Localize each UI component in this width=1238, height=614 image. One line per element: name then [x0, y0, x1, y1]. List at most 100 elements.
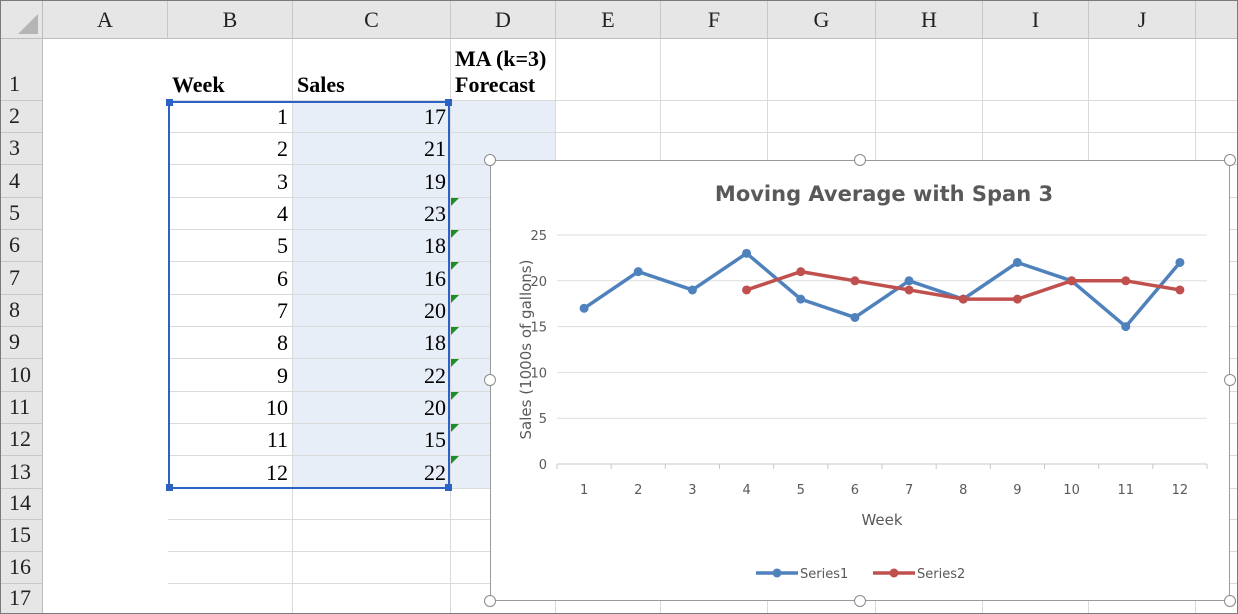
row-header-7[interactable]: 7: [1, 262, 43, 295]
data-point-series1[interactable]: [687, 285, 697, 295]
row-header-4[interactable]: 4: [1, 165, 43, 198]
cell-b4[interactable]: 19: [293, 165, 451, 198]
cell-b6[interactable]: 18: [293, 230, 451, 262]
error-indicator-icon[interactable]: [451, 392, 459, 400]
data-point-series1[interactable]: [1012, 257, 1022, 267]
cell-b7[interactable]: 16: [293, 262, 451, 295]
column-header-c[interactable]: C: [293, 1, 451, 39]
cell-b9[interactable]: 18: [293, 327, 451, 359]
data-point-series1[interactable]: [579, 303, 589, 313]
chart-resize-handle[interactable]: [1224, 374, 1236, 386]
data-point-series2[interactable]: [850, 276, 860, 286]
cell-i1[interactable]: [1089, 39, 1196, 101]
row-header-3[interactable]: 3: [1, 133, 43, 165]
data-point-series1[interactable]: [1175, 257, 1185, 267]
select-all-button[interactable]: [1, 1, 43, 39]
cell-j2[interactable]: [1196, 101, 1237, 133]
row-header-15[interactable]: 15: [1, 520, 43, 552]
cell-b3[interactable]: 21: [293, 133, 451, 165]
cell-b16[interactable]: [293, 552, 451, 584]
cell-a1[interactable]: Week: [168, 39, 293, 101]
cell-b2[interactable]: 17: [293, 101, 451, 133]
cell-b11[interactable]: 20: [293, 392, 451, 424]
cell-c1[interactable]: MA (k=3) Forecast: [451, 39, 556, 101]
cell-a6[interactable]: 5: [168, 230, 293, 262]
row-header-12[interactable]: 12: [1, 424, 43, 456]
column-header-i[interactable]: I: [983, 1, 1089, 39]
cell-a8[interactable]: 7: [168, 295, 293, 327]
cell-b10[interactable]: 22: [293, 359, 451, 392]
row-header-16[interactable]: 16: [1, 552, 43, 584]
chart-resize-handle[interactable]: [1224, 154, 1236, 166]
cell-d1[interactable]: [556, 39, 661, 101]
cell-h2[interactable]: [983, 101, 1089, 133]
error-indicator-icon[interactable]: [451, 456, 459, 464]
column-header-k[interactable]: [1196, 1, 1237, 39]
cell-b14[interactable]: [293, 489, 451, 520]
cell-h1[interactable]: [983, 39, 1089, 101]
cell-b8[interactable]: 20: [293, 295, 451, 327]
row-header-11[interactable]: 11: [1, 392, 43, 424]
cell-b12[interactable]: 15: [293, 424, 451, 456]
column-header-g[interactable]: G: [768, 1, 876, 39]
cell-e1[interactable]: [661, 39, 768, 101]
chart-resize-handle[interactable]: [484, 374, 496, 386]
column-header-e[interactable]: E: [556, 1, 661, 39]
data-point-series1[interactable]: [742, 248, 752, 258]
chart-resize-handle[interactable]: [1224, 595, 1236, 607]
data-point-series2[interactable]: [1067, 276, 1077, 286]
cell-a12[interactable]: 11: [168, 424, 293, 456]
cell-a5[interactable]: 4: [168, 198, 293, 230]
error-indicator-icon[interactable]: [451, 327, 459, 335]
cell-b13[interactable]: 22: [293, 456, 451, 489]
cell-a17[interactable]: [168, 584, 293, 613]
cell-c3[interactable]: [451, 133, 556, 165]
cell-j1[interactable]: [1196, 39, 1237, 101]
column-header-j[interactable]: J: [1089, 1, 1196, 39]
cell-a16[interactable]: [168, 552, 293, 584]
row-header-14[interactable]: 14: [1, 489, 43, 520]
data-point-series2[interactable]: [1012, 294, 1022, 304]
cell-i2[interactable]: [1089, 101, 1196, 133]
column-header-b[interactable]: B: [168, 1, 293, 39]
row-header-2[interactable]: 2: [1, 101, 43, 133]
chart-resize-handle[interactable]: [484, 154, 496, 166]
data-point-series1[interactable]: [904, 276, 914, 286]
row-header-17[interactable]: 17: [1, 584, 43, 613]
cell-a13[interactable]: 12: [168, 456, 293, 489]
data-point-series1[interactable]: [1121, 322, 1131, 332]
row-header-13[interactable]: 13: [1, 456, 43, 489]
row-header-8[interactable]: 8: [1, 295, 43, 327]
column-header-a[interactable]: A: [43, 1, 168, 39]
error-indicator-icon[interactable]: [451, 198, 459, 206]
cell-a2[interactable]: 1: [168, 101, 293, 133]
row-header-9[interactable]: 9: [1, 327, 43, 359]
cell-b1[interactable]: Sales: [293, 39, 451, 101]
cell-f1[interactable]: [768, 39, 876, 101]
cell-a3[interactable]: 2: [168, 133, 293, 165]
column-header-d[interactable]: D: [451, 1, 556, 39]
cell-a4[interactable]: 3: [168, 165, 293, 198]
data-point-series2[interactable]: [796, 267, 806, 277]
cell-f2[interactable]: [768, 101, 876, 133]
error-indicator-icon[interactable]: [451, 262, 459, 270]
row-header-10[interactable]: 10: [1, 359, 43, 392]
cell-b5[interactable]: 23: [293, 198, 451, 230]
column-header-h[interactable]: H: [876, 1, 983, 39]
cell-a7[interactable]: 6: [168, 262, 293, 295]
chart[interactable]: Moving Average with Span 3 0 5 10 15 20 25 1 2 3 4…: [490, 160, 1230, 601]
cell-a15[interactable]: [168, 520, 293, 552]
cell-a9[interactable]: 8: [168, 327, 293, 359]
data-point-series2[interactable]: [1121, 276, 1131, 286]
error-indicator-icon[interactable]: [451, 295, 459, 303]
cell-a10[interactable]: 9: [168, 359, 293, 392]
error-indicator-icon[interactable]: [451, 424, 459, 432]
cell-b17[interactable]: [293, 584, 451, 613]
cell-a11[interactable]: 10: [168, 392, 293, 424]
row-header-1[interactable]: 1: [1, 39, 43, 101]
error-indicator-icon[interactable]: [451, 359, 459, 367]
data-point-series2[interactable]: [1175, 285, 1185, 295]
row-header-5[interactable]: 5: [1, 198, 43, 230]
chart-resize-handle[interactable]: [854, 154, 866, 166]
row-header-6[interactable]: 6: [1, 230, 43, 262]
